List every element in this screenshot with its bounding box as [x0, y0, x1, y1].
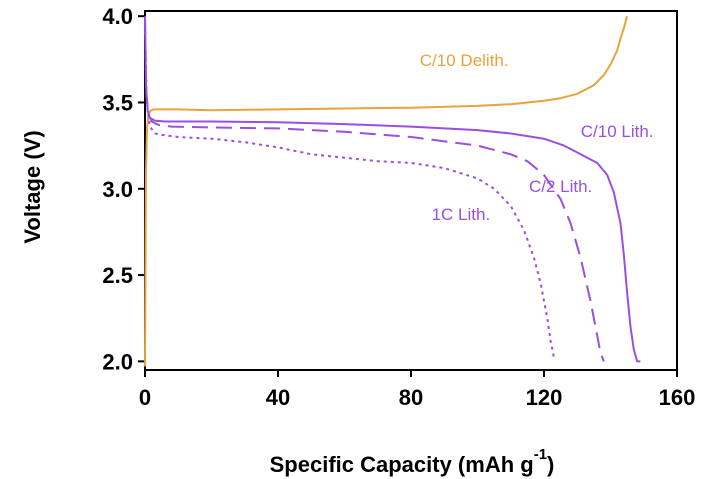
series-line-1c-lith: [144, 23, 555, 359]
series-line-c-10-delith: [144, 15, 629, 367]
y-tick-label: 3.5: [102, 90, 133, 115]
y-tick-label: 4.0: [102, 4, 133, 29]
x-tick-label: 160: [659, 385, 696, 410]
x-tick-label: 40: [266, 385, 290, 410]
y-tick-label: 2.5: [102, 263, 133, 288]
x-axis-label-main: Specific Capacity (mAh g: [270, 452, 534, 477]
series-line-c-2-lith: [144, 19, 605, 362]
x-axis-label-end: ): [547, 452, 554, 477]
x-tick-label: 120: [526, 385, 563, 410]
series-label: C/10 Lith.: [581, 122, 654, 141]
series-line-c-10-lith: [144, 16, 641, 363]
x-tick-label: 80: [399, 385, 423, 410]
series-label: 1C Lith.: [432, 205, 491, 224]
series-label: C/10 Delith.: [420, 51, 509, 70]
y-tick-label: 3.0: [102, 177, 133, 202]
series-label: C/2 Lith.: [529, 177, 592, 196]
x-tick-label: 0: [139, 385, 151, 410]
x-axis-label: Specific Capacity (mAh g-1): [270, 446, 555, 477]
y-axis-label: Voltage (V): [20, 130, 45, 243]
y-tick-label: 2.0: [102, 349, 133, 374]
x-axis-label-superscript: -1: [534, 446, 547, 463]
plot-area-frame: [144, 10, 678, 371]
